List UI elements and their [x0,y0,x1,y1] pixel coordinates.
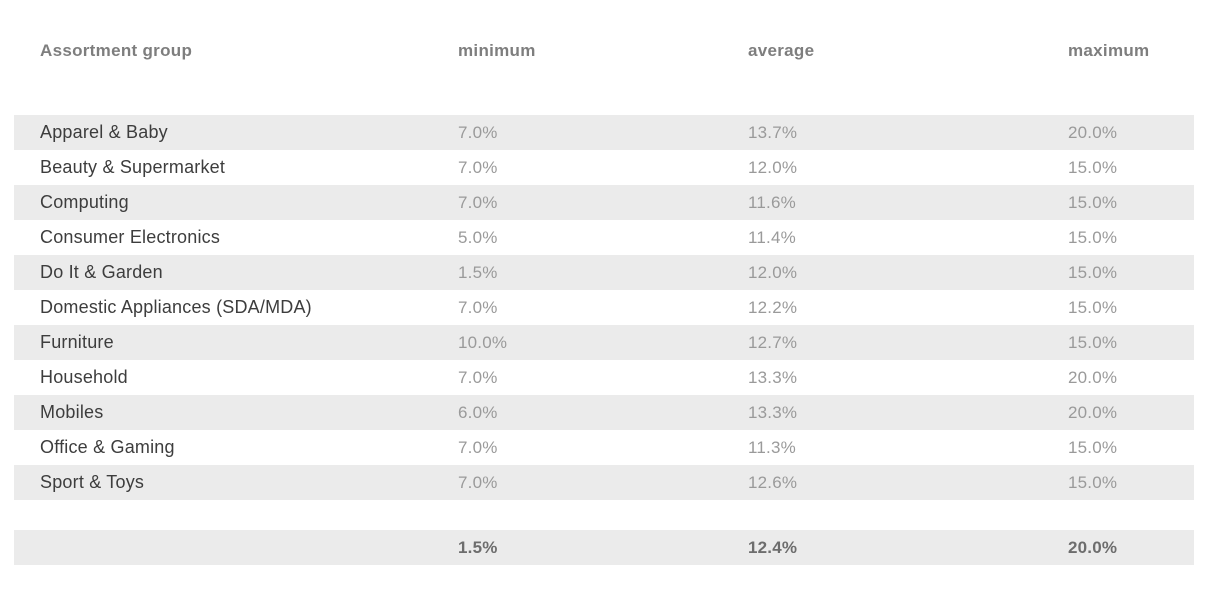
cell-average: 12.0% [748,157,798,177]
summary-cell-average: 12.4% [748,537,798,557]
table-row: Apparel & Baby 7.0% 13.7% 20.0% [14,115,1194,150]
cell-average: 13.7% [748,122,798,142]
cell-maximum: 15.0% [1068,332,1118,352]
cell-maximum: 20.0% [1068,367,1118,387]
table-row: Sport & Toys 7.0% 12.6% 15.0% [14,465,1194,500]
cell-maximum: 15.0% [1068,262,1118,282]
summary-row: 1.5% 12.4% 20.0% [14,530,1194,565]
column-header-average: average [748,41,815,60]
table-row: Computing 7.0% 11.6% 15.0% [14,185,1194,220]
table-row: Consumer Electronics 5.0% 11.4% 15.0% [14,220,1194,255]
cell-average: 12.2% [748,297,798,317]
cell-group: Office & Gaming [40,437,175,457]
cell-minimum: 7.0% [458,297,498,317]
cell-average: 12.0% [748,262,798,282]
table-row: Domestic Appliances (SDA/MDA) 7.0% 12.2% 15… [14,290,1194,325]
cell-maximum: 15.0% [1068,297,1118,317]
table-row: Household 7.0% 13.3% 20.0% [14,360,1194,395]
commission-rate-table: Assortment group minimum average maximum… [14,0,1194,565]
table-row: Office & Gaming 7.0% 11.3% 15.0% [14,430,1194,465]
cell-maximum: 15.0% [1068,227,1118,247]
cell-minimum: 7.0% [458,437,498,457]
cell-minimum: 7.0% [458,367,498,387]
cell-group: Computing [40,192,129,212]
cell-minimum: 7.0% [458,122,498,142]
column-header-assortment-group: Assortment group [40,41,193,60]
summary-cell-maximum: 20.0% [1068,537,1118,557]
table-row: Do It & Garden 1.5% 12.0% 15.0% [14,255,1194,290]
cell-group: Apparel & Baby [40,122,168,142]
cell-group: Beauty & Supermarket [40,157,226,177]
cell-group: Household [40,367,128,387]
cell-minimum: 5.0% [458,227,498,247]
cell-minimum: 7.0% [458,472,498,492]
cell-average: 13.3% [748,402,798,422]
cell-average: 11.4% [748,227,796,247]
cell-maximum: 15.0% [1068,437,1118,457]
cell-minimum: 1.5% [458,262,498,282]
table-row: Mobiles 6.0% 13.3% 20.0% [14,395,1194,430]
cell-maximum: 15.0% [1068,192,1118,212]
table-row: Furniture 10.0% 12.7% 15.0% [14,325,1194,360]
cell-average: 12.6% [748,472,798,492]
cell-maximum: 15.0% [1068,157,1118,177]
cell-maximum: 15.0% [1068,472,1118,492]
table-body: Apparel & Baby 7.0% 13.7% 20.0% Beauty & Sup… [14,115,1194,500]
cell-group: Furniture [40,332,114,352]
cell-minimum: 10.0% [458,332,508,352]
cell-group: Mobiles [40,402,104,422]
cell-group: Consumer Electronics [40,227,221,247]
cell-group: Domestic Appliances (SDA/MDA) [40,297,312,317]
table-header: Assortment group minimum average maximum [14,0,1194,62]
cell-minimum: 7.0% [458,157,498,177]
table-row: Beauty & Supermarket 7.0% 12.0% 15.0% [14,150,1194,185]
cell-group: Do It & Garden [40,262,163,282]
cell-average: 12.7% [748,332,798,352]
cell-minimum: 7.0% [458,192,498,212]
cell-group: Sport & Toys [40,472,145,492]
column-header-maximum: maximum [1068,41,1150,60]
cell-average: 13.3% [748,367,798,387]
cell-average: 11.3% [748,437,796,457]
cell-maximum: 20.0% [1068,402,1118,422]
cell-maximum: 20.0% [1068,122,1118,142]
summary-cell-minimum: 1.5% [458,537,498,557]
column-header-minimum: minimum [458,41,536,60]
cell-minimum: 6.0% [458,402,498,422]
cell-average: 11.6% [748,192,796,212]
